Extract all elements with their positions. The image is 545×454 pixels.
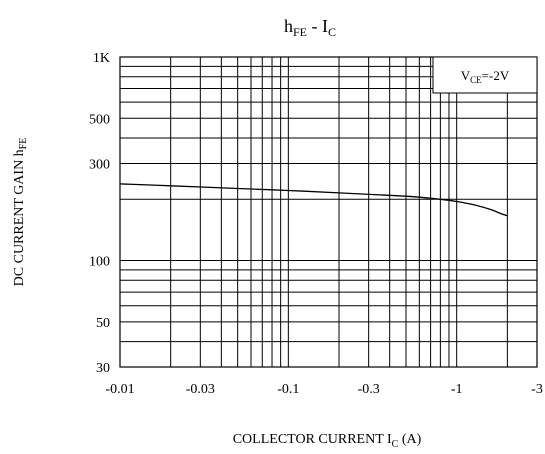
- condition-annotation: VCE=-2V: [432, 56, 538, 94]
- chart-title: hFE - IC: [284, 16, 336, 39]
- x-tick-label: -0.03: [186, 382, 215, 397]
- annotation-box: [432, 56, 538, 94]
- y-axis-label: DC CURRENT GAIN hFE: [12, 138, 29, 287]
- tick-labels: -0.01 -0.03 -0.1 -0.3 -1 -3 30 50 100 300 500 1K: [89, 51, 543, 397]
- x-tick-label: -1: [451, 382, 463, 397]
- plot-frame: [119, 56, 538, 368]
- x-tick-label: -0.01: [105, 382, 134, 397]
- y-tick-label: 50: [96, 316, 110, 331]
- grid: [120, 57, 537, 367]
- x-tick-label: -0.1: [277, 382, 299, 397]
- x-tick-label: -0.3: [358, 382, 380, 397]
- x-tick-label: -3: [531, 382, 543, 397]
- annotation-text: VCE=-2V: [461, 68, 510, 85]
- y-tick-label: 30: [96, 361, 110, 376]
- y-tick-label: 300: [89, 157, 110, 172]
- y-tick-label: 1K: [93, 51, 110, 66]
- x-axis-label: COLLECTOR CURRENT IC (A): [233, 432, 422, 450]
- hfe-curve: [119, 183, 508, 217]
- y-tick-label: 100: [89, 255, 110, 270]
- y-tick-label: 500: [89, 112, 110, 127]
- series: [119, 183, 508, 217]
